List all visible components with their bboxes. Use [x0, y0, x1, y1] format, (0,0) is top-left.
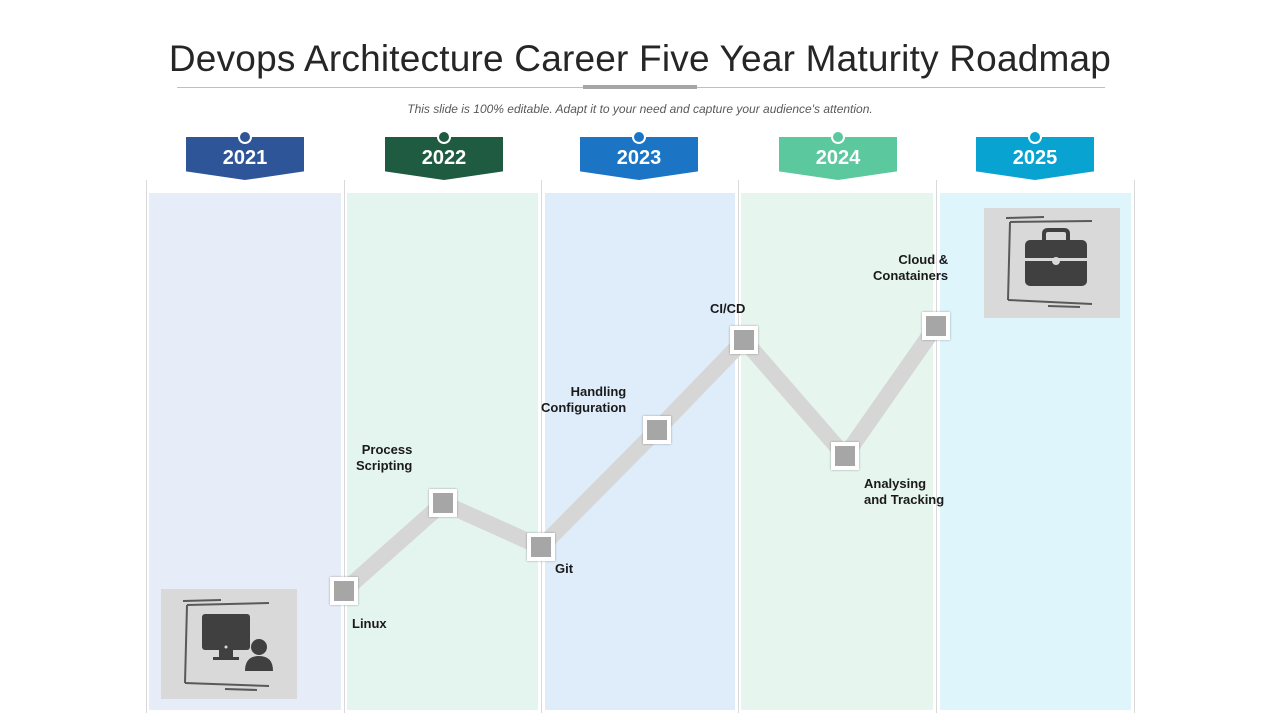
year-tab-2023: 2023 — [580, 137, 698, 180]
column-divider — [738, 180, 739, 713]
title-divider-accent — [583, 85, 697, 89]
year-dot-2025 — [1028, 130, 1042, 144]
year-tab-2024: 2024 — [779, 137, 897, 180]
milestone-node-linux — [330, 577, 358, 605]
milestone-node-cicd — [730, 326, 758, 354]
milestone-node-handling-configuration — [643, 416, 671, 444]
year-dot-2024 — [831, 130, 845, 144]
year-tab-2022: 2022 — [385, 137, 503, 180]
milestone-node-git — [527, 533, 555, 561]
column-divider — [936, 180, 937, 713]
column-divider — [344, 180, 345, 713]
milestone-node-analysing-tracking — [831, 442, 859, 470]
end-icon-box — [984, 208, 1120, 318]
computer-user-icon — [182, 599, 273, 691]
column-divider — [1134, 180, 1135, 713]
milestone-label-cloud-containers: Cloud & Conatainers — [873, 252, 949, 283]
year-dot-2021 — [238, 130, 252, 144]
column-divider — [541, 180, 542, 713]
start-icon-box — [161, 589, 297, 699]
year-dot-2022 — [437, 130, 451, 144]
milestone-label-linux: Linux — [352, 616, 387, 631]
milestone-node-process-scripting — [429, 489, 457, 517]
milestone-label-git: Git — [555, 561, 574, 576]
column-divider — [146, 180, 147, 713]
milestone-node-cloud-containers — [922, 312, 950, 340]
year-tab-2021: 2021 — [186, 137, 304, 180]
column-2022 — [347, 193, 538, 710]
milestone-label-cicd: CI/CD — [710, 301, 746, 316]
year-tab-2025: 2025 — [976, 137, 1094, 180]
page-title: Devops Architecture Career Five Year Mat… — [168, 38, 1112, 79]
page-subtitle: This slide is 100% editable. Adapt it to… — [407, 102, 873, 116]
briefcase-icon — [1005, 216, 1093, 308]
milestone-label-handling-configuration: Handling Configuration — [541, 384, 627, 415]
milestone-label-analysing-tracking: Analysing and Tracking — [864, 476, 945, 507]
milestone-label-process-scripting: Process Scripting — [356, 442, 413, 473]
year-dot-2023 — [632, 130, 646, 144]
